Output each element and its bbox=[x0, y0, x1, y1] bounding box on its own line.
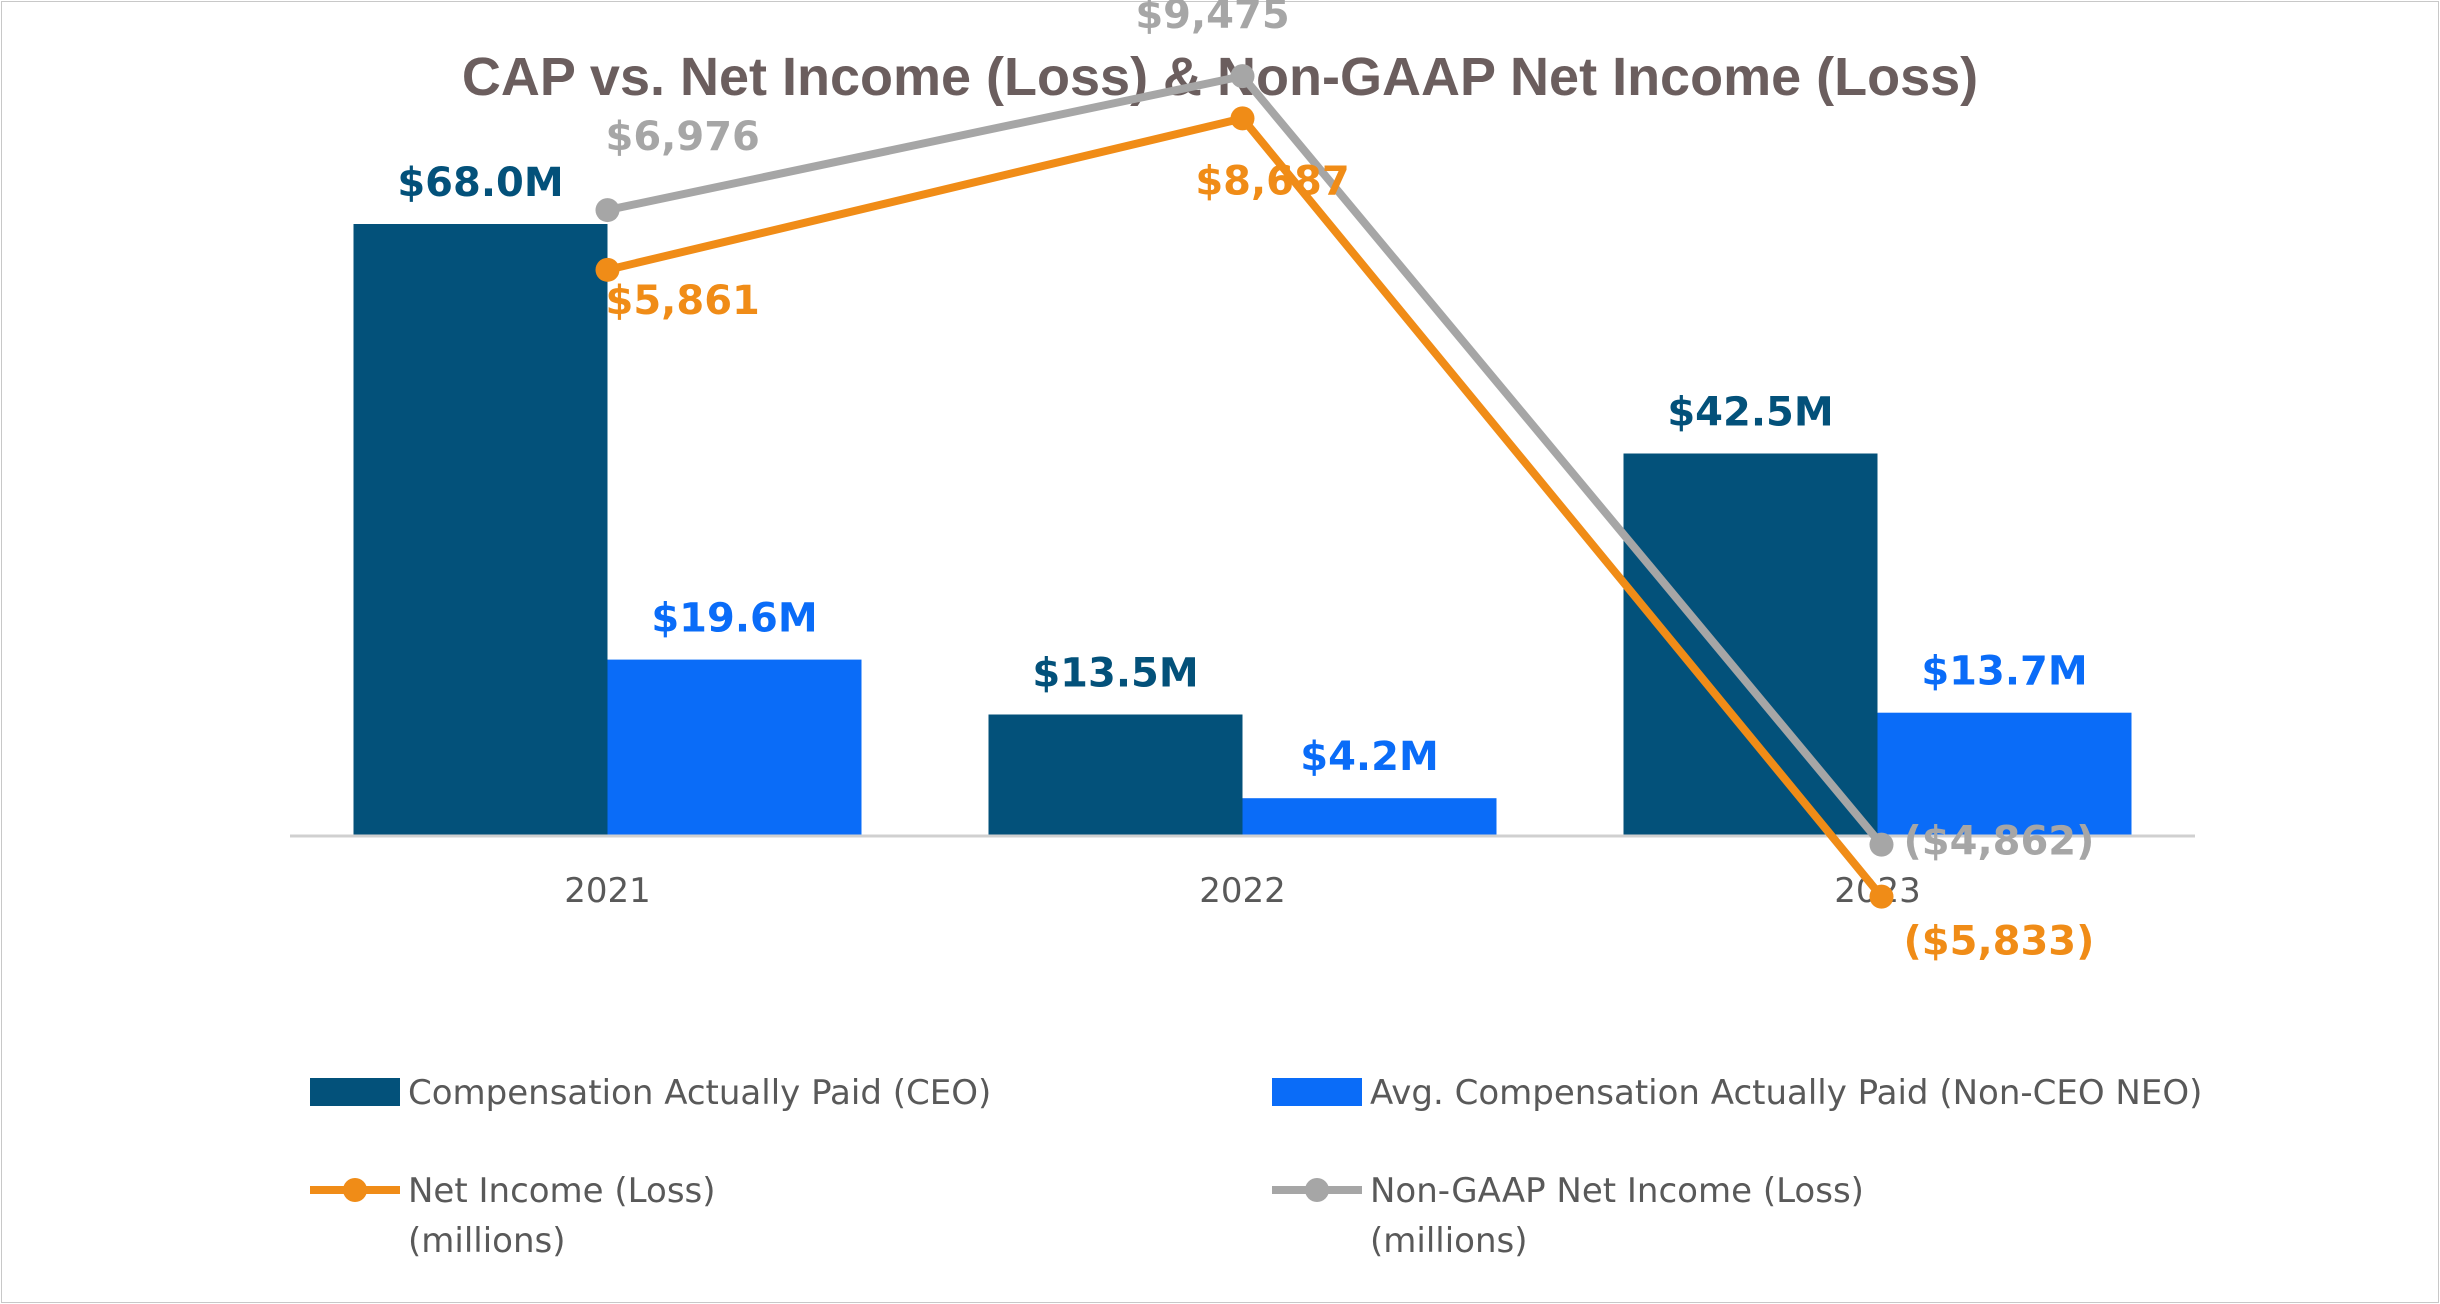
x-axis-ticks: 202120222023 bbox=[564, 871, 1921, 911]
ceo-bar-label: $42.5M bbox=[1667, 390, 1833, 436]
neo-bar-label: $19.6M bbox=[651, 596, 817, 642]
bar-layer bbox=[353, 224, 2132, 836]
x-tick-label: 2022 bbox=[1199, 871, 1286, 911]
ceo-bar-label: $68.0M bbox=[397, 160, 563, 206]
ceo-bar bbox=[353, 224, 608, 836]
neo-bar-label: $13.7M bbox=[1921, 649, 2087, 695]
legend-marker bbox=[343, 1178, 367, 1202]
legend-swatch bbox=[310, 1078, 400, 1106]
legend-marker bbox=[1305, 1178, 1329, 1202]
neo-bar bbox=[1877, 712, 2132, 836]
legend-label: Avg. Compensation Actually Paid (Non-CEO… bbox=[1370, 1073, 2202, 1113]
net-point-label: $8,687 bbox=[1195, 158, 1349, 204]
nongaap-point-label: $9,475 bbox=[1135, 0, 1289, 38]
legend-label: Net Income (Loss) bbox=[408, 1171, 716, 1211]
legend-item-nongaap: Non-GAAP Net Income (Loss) (millions) bbox=[1272, 1171, 1864, 1261]
nongaap-point-label: $6,976 bbox=[606, 114, 760, 160]
ceo-bar-label: $13.5M bbox=[1032, 651, 1198, 697]
net-point-label: ($5,833) bbox=[1904, 919, 2095, 965]
legend-item-net: Net Income (Loss) (millions) bbox=[310, 1171, 716, 1261]
neo-bar-label: $4.2M bbox=[1300, 734, 1439, 780]
legend-label: Non-GAAP Net Income (Loss) bbox=[1370, 1171, 1864, 1211]
legend-swatch bbox=[1272, 1078, 1362, 1106]
legend-item-ceo: Compensation Actually Paid (CEO) bbox=[310, 1073, 991, 1113]
nongaap-point bbox=[1230, 64, 1255, 89]
legend-label-line2: (millions) bbox=[408, 1221, 566, 1261]
ceo-bar bbox=[1623, 453, 1878, 836]
neo-bar bbox=[607, 659, 862, 836]
nongaap-point-label: ($4,862) bbox=[1904, 819, 2095, 865]
nongaap-point bbox=[1869, 832, 1894, 857]
net-point bbox=[1869, 884, 1894, 909]
neo-bar bbox=[1242, 798, 1497, 836]
net-point-label: $5,861 bbox=[606, 278, 760, 324]
legend-label: Compensation Actually Paid (CEO) bbox=[408, 1073, 991, 1113]
line-layer bbox=[595, 64, 1894, 909]
legend-item-neo: Avg. Compensation Actually Paid (Non-CEO… bbox=[1272, 1073, 2202, 1113]
x-tick-label: 2021 bbox=[564, 871, 651, 911]
ceo-bar bbox=[988, 714, 1243, 836]
legend-label-line2: (millions) bbox=[1370, 1221, 1528, 1261]
legend: Compensation Actually Paid (CEO) Avg. Com… bbox=[310, 1073, 2202, 1261]
net-point bbox=[595, 257, 620, 282]
net-point bbox=[1230, 106, 1255, 131]
nongaap-point bbox=[595, 198, 620, 223]
data-labels: $68.0M $19.6M $13.5M $4.2M $42.5M $13.7M $6,97… bbox=[397, 0, 2094, 965]
